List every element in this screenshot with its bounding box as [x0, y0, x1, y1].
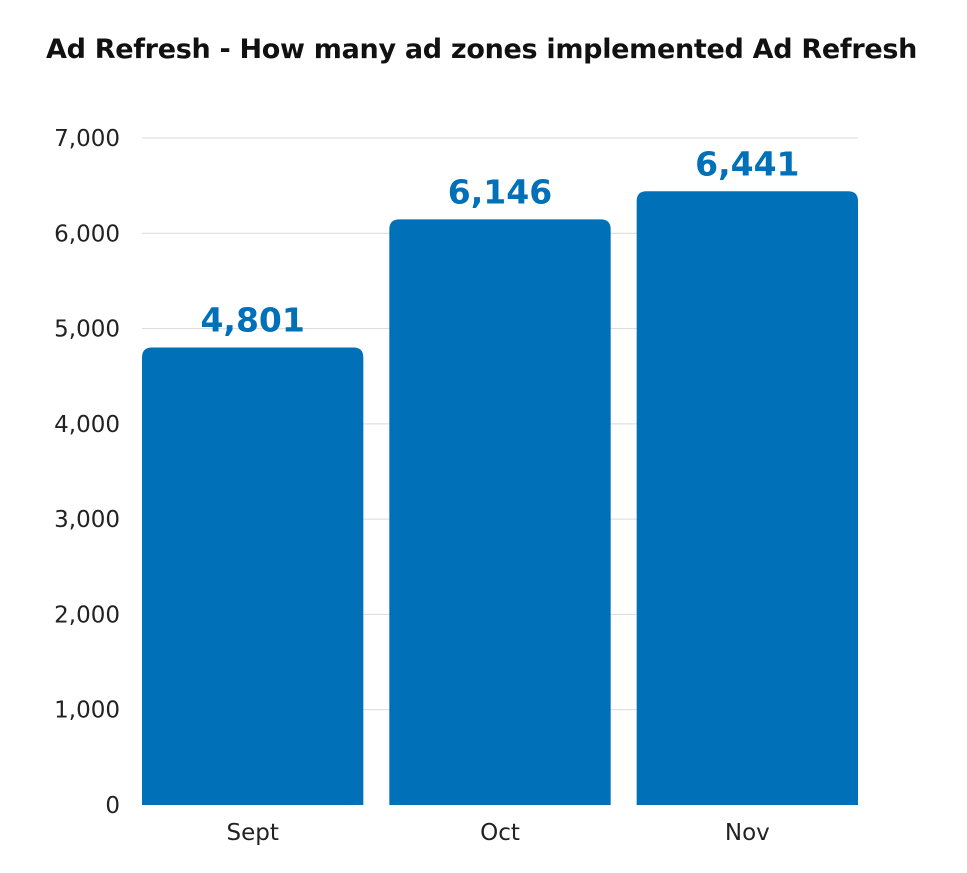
y-tick-label: 0 [105, 793, 120, 819]
y-tick-label: 1,000 [54, 698, 120, 724]
y-tick-label: 2,000 [54, 602, 120, 628]
bars [142, 191, 858, 805]
data-labels: 4,801 6,146 6,441 [200, 144, 799, 339]
y-tick-label: 3,000 [54, 507, 120, 533]
x-tick-label: Sept [226, 820, 278, 846]
y-tick-label: 4,000 [54, 412, 120, 438]
data-label: 4,801 [200, 301, 304, 340]
data-label: 6,146 [448, 172, 552, 211]
bar-nov [636, 191, 858, 805]
y-axis: 0 1,000 2,000 3,000 4,000 5,000 6,000 7,000 [54, 126, 120, 819]
y-tick-label: 7,000 [54, 126, 120, 152]
x-tick-label: Nov [725, 820, 770, 846]
chart-title: Ad Refresh - How many ad zones implement… [46, 34, 918, 65]
x-tick-label: Oct [480, 820, 520, 846]
bar-oct [389, 219, 611, 805]
y-tick-label: 6,000 [54, 221, 120, 247]
x-axis: Sept Oct Nov [226, 820, 769, 846]
bar-sept [142, 347, 364, 805]
y-tick-label: 5,000 [54, 317, 120, 343]
data-label: 6,441 [695, 144, 799, 183]
